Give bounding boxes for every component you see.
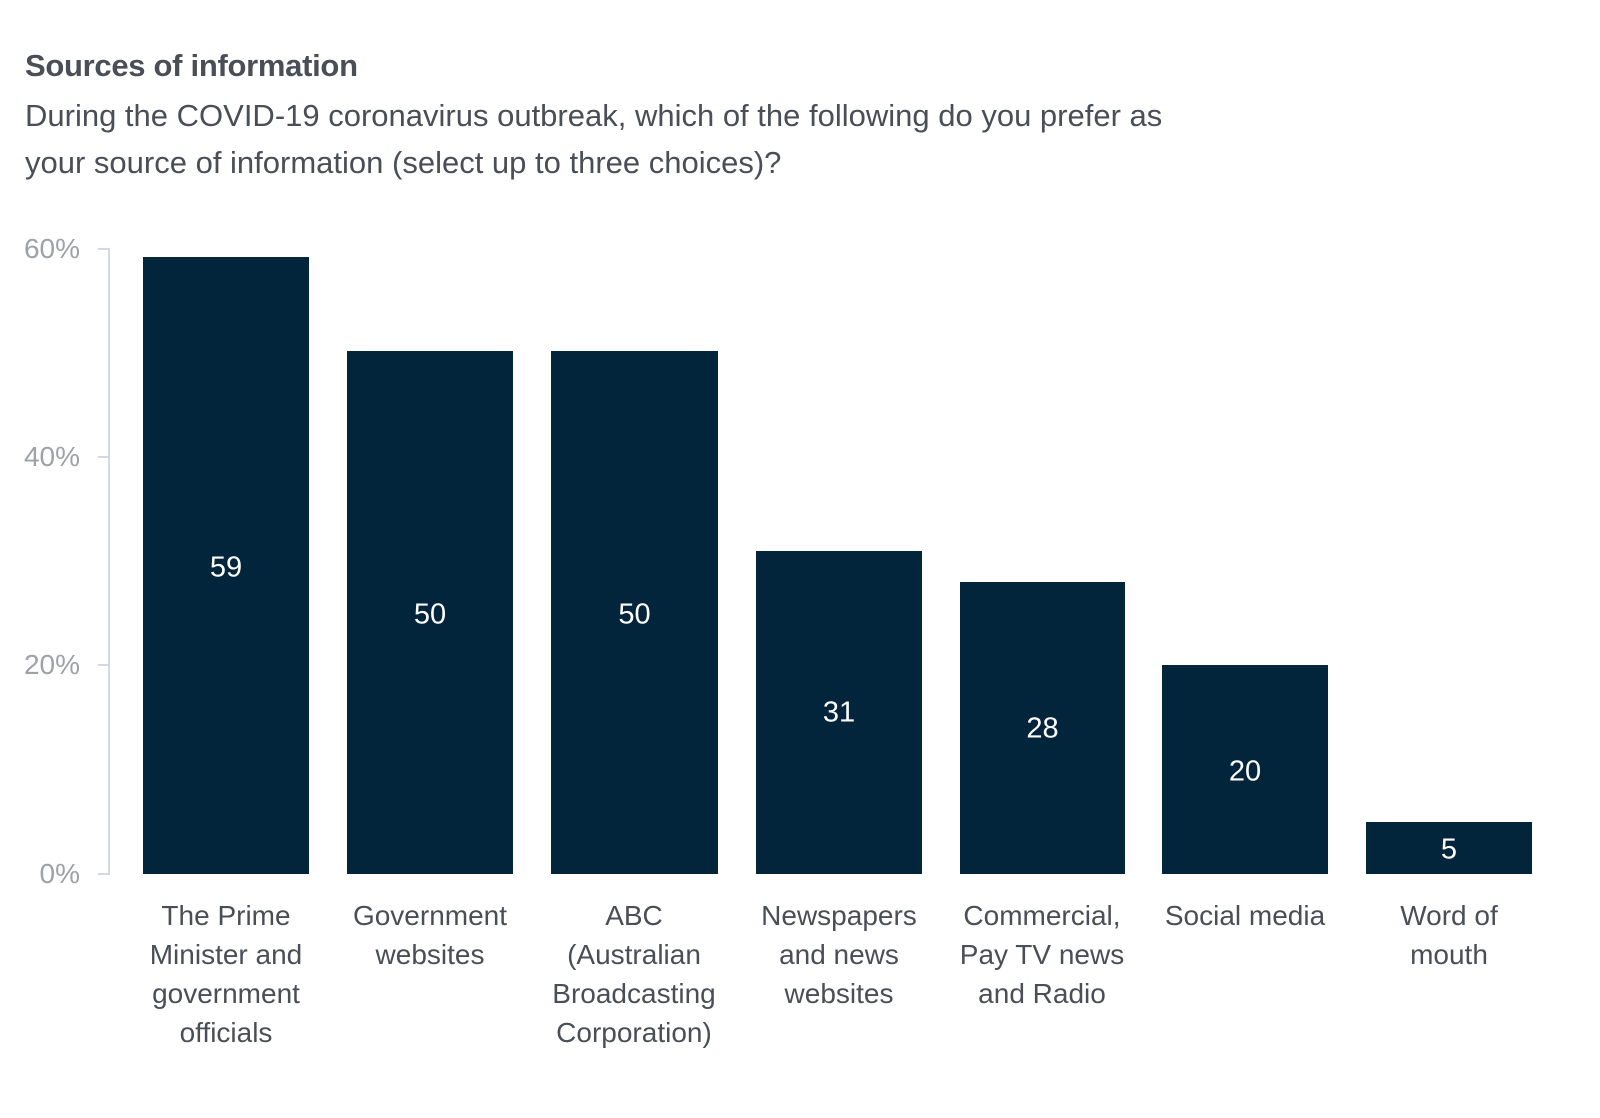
y-tick-label-40: 40%	[23, 441, 80, 472]
bar-value: 28	[1026, 712, 1059, 745]
y-tick-label-20: 20%	[23, 649, 80, 680]
y-tick-20	[98, 664, 110, 666]
chart-subtitle: During the COVID-19 coronavirus outbreak…	[25, 98, 1163, 180]
bar-abc: 50	[551, 351, 718, 874]
bar-word-of-mouth: 5	[1366, 822, 1532, 874]
y-tick-label-60: 60%	[23, 233, 80, 264]
bar-government-websites: 50	[347, 351, 513, 874]
bar-value: 5	[1440, 833, 1458, 866]
bar-newspapers: 31	[756, 551, 922, 874]
bar-value: 50	[618, 598, 651, 631]
bar-value: 20	[1228, 755, 1262, 788]
y-tick-40	[98, 456, 110, 458]
y-tick-60	[98, 248, 110, 250]
y-axis-line	[108, 248, 110, 874]
bar-commercial-tv-radio: 28	[960, 582, 1125, 874]
bar-social-media: 20	[1162, 665, 1328, 874]
bar-value: 31	[822, 696, 856, 729]
bar-value: 59	[209, 551, 243, 584]
x-label-word-of-mouth: Word of mouth	[1400, 900, 1498, 970]
bar-value: 50	[413, 598, 447, 631]
x-label-commercial-tv-radio: Commercial, Pay TV news and Radio	[959, 900, 1125, 1009]
chart-title: Sources of information	[25, 48, 358, 83]
x-label-abc: ABC (Australian Broadcasting Corporation…	[552, 900, 716, 1048]
x-label-prime-minister: The Prime Minister and government offici…	[149, 900, 303, 1048]
y-tick-label-0: 0%	[39, 858, 80, 889]
y-tick-0	[98, 873, 110, 875]
x-label-government-websites: Government websites	[352, 900, 508, 970]
x-label-newspapers: Newspapers and news websites	[761, 900, 917, 1009]
bar-prime-minister: 59	[143, 257, 309, 874]
x-label-social-media: Social media	[1164, 900, 1326, 931]
